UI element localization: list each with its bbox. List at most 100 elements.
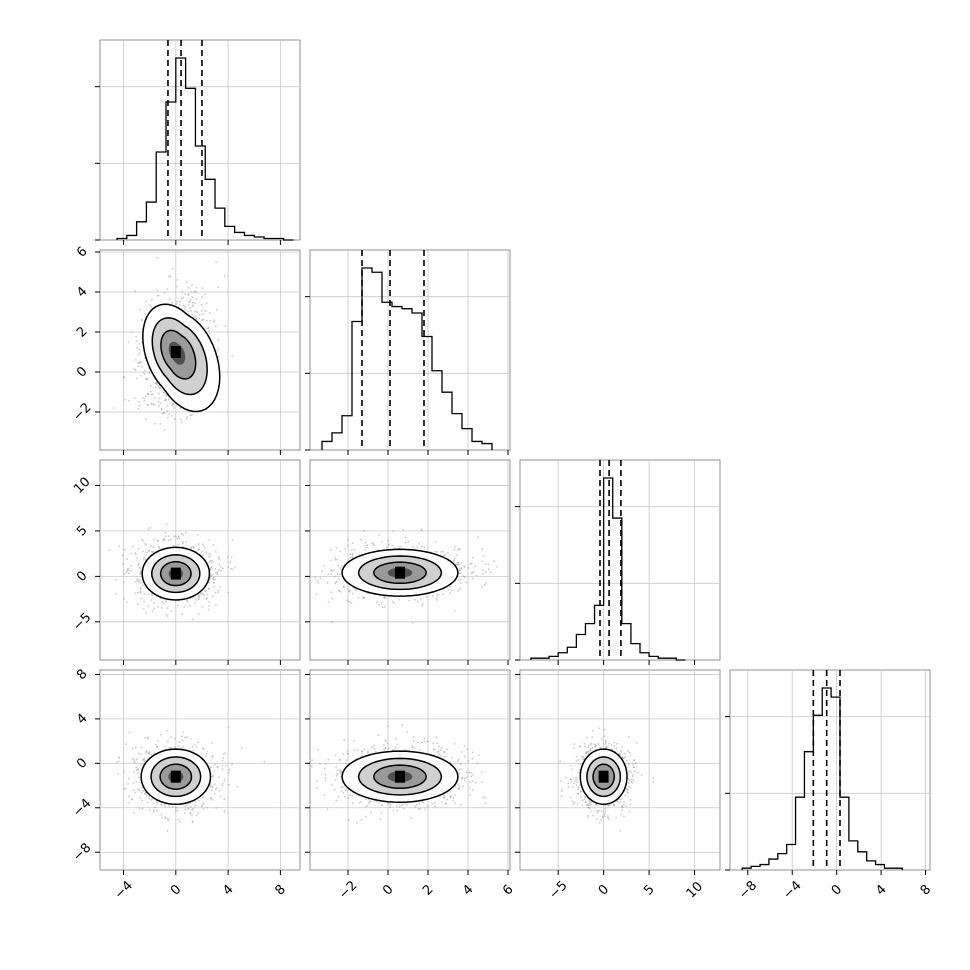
scatter-point (149, 545, 152, 547)
scatter-point (625, 788, 628, 791)
scatter-point (339, 770, 341, 773)
scatter-point (142, 550, 144, 553)
scatter-point (424, 808, 426, 811)
scatter-point (133, 812, 136, 814)
scatter-point (388, 806, 391, 808)
scatter-point (324, 763, 327, 765)
scatter-point (123, 597, 125, 600)
scatter-point (356, 748, 359, 751)
scatter-point (191, 284, 193, 286)
scatter-point (471, 556, 474, 559)
scatter-point (436, 599, 438, 601)
scatter-point (212, 582, 215, 584)
scatter-point (426, 805, 428, 807)
scatter-point (360, 538, 362, 541)
scatter-point (136, 579, 138, 582)
scatter-point (178, 537, 181, 540)
scatter-point (197, 741, 199, 744)
scatter-point (452, 799, 455, 802)
scatter-point (434, 550, 437, 553)
histogram-steps (530, 477, 686, 661)
scatter-point (346, 599, 349, 602)
scatter-point (218, 563, 221, 566)
scatter-point (456, 760, 459, 763)
scatter-point (135, 766, 138, 769)
scatter-point (182, 745, 185, 748)
scatter-point (464, 779, 466, 782)
scatter-point (150, 753, 153, 756)
scatter-point (157, 294, 160, 297)
scatter-point (380, 812, 383, 814)
scatter-point (588, 750, 590, 753)
scatter-point (335, 766, 337, 768)
scatter-point (194, 602, 197, 604)
scatter-point (416, 741, 419, 744)
scatter-point (484, 570, 487, 573)
scatter-point (624, 794, 627, 797)
scatter-point (327, 601, 330, 603)
scatter-point (135, 335, 138, 338)
scatter-point (187, 293, 190, 296)
scatter-point (142, 759, 144, 761)
scatter-point (366, 804, 369, 807)
scatter-point (364, 541, 367, 544)
scatter-point (162, 389, 164, 392)
scatter-point (158, 387, 161, 390)
scatter-point (589, 743, 592, 745)
scatter-point (618, 802, 620, 805)
scatter-point (191, 296, 194, 298)
scatter-point (406, 731, 408, 733)
scatter-point (139, 591, 142, 593)
scatter-point (462, 785, 465, 788)
scatter-point (463, 576, 466, 578)
scatter-point (321, 570, 323, 572)
scatter-point (202, 543, 204, 546)
scatter-point (148, 372, 151, 374)
scatter-point (222, 756, 225, 759)
scatter-point (457, 549, 459, 551)
scatter-point (201, 747, 204, 750)
scatter-point (208, 581, 211, 584)
scatter-point (194, 800, 197, 803)
scatter-point (126, 558, 128, 561)
scatter-point (357, 596, 360, 599)
scatter-point (150, 798, 153, 801)
scatter-point (122, 376, 125, 379)
scatter-point (471, 577, 474, 580)
scatter-point (443, 796, 445, 799)
scatter-point (361, 750, 363, 753)
scatter-point (416, 600, 419, 603)
scatter-point (210, 742, 213, 745)
scatter-point (202, 313, 205, 315)
scatter-point (447, 589, 450, 591)
scatter-point (163, 391, 166, 394)
scatter-point (417, 807, 420, 810)
scatter-point (143, 600, 145, 603)
scatter-point (145, 543, 148, 546)
scatter-point (152, 538, 155, 541)
scatter-point (164, 803, 167, 806)
scatter-point (338, 573, 341, 576)
scatter-point (164, 816, 167, 819)
scatter-point (350, 602, 353, 604)
scatter-point (457, 561, 460, 564)
scatter-point (209, 569, 212, 571)
scatter-point (416, 803, 418, 806)
scatter-point (127, 572, 130, 575)
scatter-point (608, 803, 611, 806)
scatter-point (146, 736, 149, 739)
scatter-point (414, 805, 416, 808)
scatter-point (578, 771, 580, 774)
scatter-point (137, 591, 139, 594)
scatter-point (156, 540, 159, 542)
scatter-point (224, 325, 227, 328)
scatter-point (134, 290, 137, 292)
scatter-point (351, 556, 354, 558)
scatter-point (184, 808, 187, 811)
scatter-point (219, 566, 222, 568)
scatter-point (223, 275, 226, 277)
scatter-point (217, 569, 220, 572)
scatter-point (171, 267, 174, 270)
scatter-point (217, 776, 220, 779)
